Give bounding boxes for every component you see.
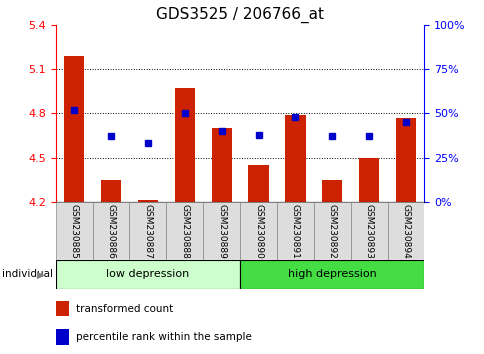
Bar [211, 128, 231, 202]
Bar [56, 329, 69, 345]
Text: GSM230888: GSM230888 [180, 204, 189, 258]
Text: GSM230891: GSM230891 [290, 204, 299, 258]
Bar [276, 202, 313, 260]
Text: percentile rank within the sample: percentile rank within the sample [76, 332, 251, 342]
Bar [129, 202, 166, 260]
Text: GSM230887: GSM230887 [143, 204, 152, 258]
Text: GSM230885: GSM230885 [70, 204, 78, 258]
Bar [56, 202, 92, 260]
Text: GSM230889: GSM230889 [217, 204, 226, 258]
Bar [248, 165, 268, 202]
Text: GSM230890: GSM230890 [254, 204, 262, 258]
Bar [56, 301, 69, 316]
Bar [137, 200, 158, 202]
Text: high depression: high depression [287, 269, 376, 279]
Bar [321, 180, 342, 202]
Text: GSM230894: GSM230894 [401, 204, 409, 258]
Text: GSM230886: GSM230886 [106, 204, 115, 258]
Bar [387, 202, 424, 260]
Text: GSM230892: GSM230892 [327, 204, 336, 258]
Bar [350, 202, 387, 260]
Text: individual: individual [2, 269, 53, 279]
Text: GSM230893: GSM230893 [364, 204, 373, 258]
Bar [285, 115, 305, 202]
Bar [64, 56, 84, 202]
Bar [101, 180, 121, 202]
Bar [166, 202, 203, 260]
Bar [240, 260, 424, 289]
Bar [313, 202, 350, 260]
Bar [240, 202, 276, 260]
Bar [174, 88, 195, 202]
Bar [92, 202, 129, 260]
Bar [56, 260, 240, 289]
Title: GDS3525 / 206766_at: GDS3525 / 206766_at [156, 7, 323, 23]
Bar [203, 202, 240, 260]
Text: ▶: ▶ [37, 269, 45, 279]
Text: transformed count: transformed count [76, 303, 173, 314]
Text: low depression: low depression [106, 269, 189, 279]
Bar [358, 158, 378, 202]
Bar [395, 118, 415, 202]
